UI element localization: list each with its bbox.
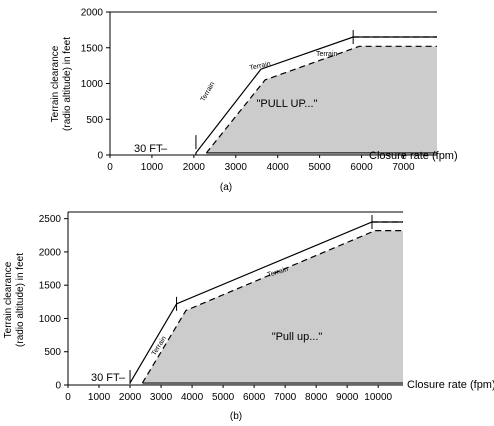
x-tick-label: 4000 xyxy=(267,162,290,173)
x-axis-label: Closure rate (fpm) xyxy=(407,379,494,391)
pull-up-region xyxy=(142,230,403,385)
x-tick-label: 3000 xyxy=(150,392,173,403)
y-tick-label: 1500 xyxy=(81,43,104,54)
x-tick-label: 5000 xyxy=(212,392,235,403)
chart-a: 0 500 1000 1500 2000 0 1000 2000 3000 4000 5000 60… xyxy=(50,8,458,194)
x-tick-label: 4000 xyxy=(181,392,204,403)
y-tick-label: 500 xyxy=(86,115,103,126)
chart-caption: (a) xyxy=(220,182,232,193)
x-axis-label: Closure rate (fpm) xyxy=(369,150,458,162)
y-ticks: 0 500 1000 1500 2000 2500 xyxy=(39,214,68,392)
y-tick-label: 500 xyxy=(44,347,61,358)
x-tick-label: 6000 xyxy=(243,392,266,403)
boundary-tick-marks xyxy=(195,30,354,150)
region-label: "Pull up..." xyxy=(272,331,323,343)
terrain-label: Terrain xyxy=(200,81,217,103)
y-tick-label: 0 xyxy=(97,151,103,162)
y-tick-label: 1000 xyxy=(39,314,62,325)
x-tick-label: 1000 xyxy=(88,392,111,403)
terrain-label: Terrain xyxy=(249,61,271,72)
x-tick-label: 7000 xyxy=(392,162,415,173)
x-tick-label: 2000 xyxy=(183,162,206,173)
x-tick-label: 9000 xyxy=(336,392,359,403)
x-ticks: 0 1000 2000 3000 4000 5000 6000 7000 xyxy=(107,155,415,173)
chart-b: 0 500 1000 1500 2000 2500 0 1000 2000 3000 4000 50… xyxy=(3,211,494,422)
region-label: "PULL UP..." xyxy=(256,98,317,110)
y-axis-label-line2: (radio altitude) in feet xyxy=(62,37,73,131)
terrain-label: Terrain xyxy=(316,51,338,58)
floor-label: 30 FT xyxy=(91,372,120,384)
warning-boundary-dashed-line xyxy=(205,45,437,154)
y-axis-label-line1: Terrain clearance xyxy=(50,45,61,122)
boundary-tick-marks xyxy=(129,214,373,385)
y-tick-label: 2000 xyxy=(81,8,104,19)
floor-label-dash: – xyxy=(119,372,126,384)
y-tick-label: 0 xyxy=(55,381,61,392)
pull-up-region xyxy=(206,46,437,155)
x-tick-label: 8000 xyxy=(305,392,328,403)
y-axis-label-line1: Terrain clearance xyxy=(3,261,14,338)
x-tick-label: 5000 xyxy=(308,162,331,173)
terrain-boundary-line xyxy=(195,36,437,155)
x-tick-label: 1000 xyxy=(141,162,164,173)
floor-label-dash: – xyxy=(161,143,168,155)
y-tick-label: 2500 xyxy=(39,214,62,225)
floor-label: 30 FT xyxy=(134,143,163,155)
x-tick-label: 7000 xyxy=(274,392,297,403)
y-axis-label-line2: (radio altitude) in feet xyxy=(15,253,26,347)
y-tick-label: 1000 xyxy=(81,79,104,90)
x-tick-label: 0 xyxy=(107,162,113,173)
y-tick-label: 2000 xyxy=(39,247,62,258)
chart-caption: (b) xyxy=(230,411,242,422)
x-tick-label: 0 xyxy=(65,392,71,403)
x-ticks: 0 1000 2000 3000 4000 5000 6000 7000 8000 9000 100… xyxy=(65,385,393,403)
x-tick-label: 2000 xyxy=(119,392,142,403)
y-tick-label: 1500 xyxy=(39,281,62,292)
x-tick-label: 3000 xyxy=(225,162,248,173)
x-tick-label: 6000 xyxy=(350,162,373,173)
warning-boundary-dashed-line xyxy=(141,230,403,384)
y-ticks: 0 500 1000 1500 2000 xyxy=(81,8,110,162)
x-tick-label: 10000 xyxy=(364,392,392,403)
